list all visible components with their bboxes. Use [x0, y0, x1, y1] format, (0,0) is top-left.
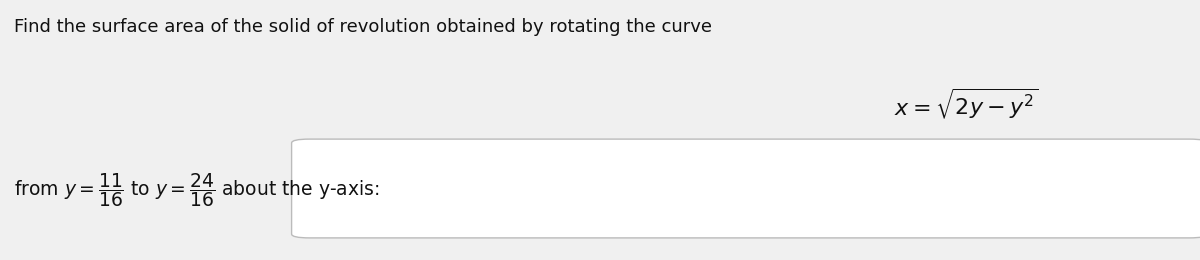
FancyBboxPatch shape	[292, 139, 1200, 238]
Text: Find the surface area of the solid of revolution obtained by rotating the curve: Find the surface area of the solid of re…	[14, 18, 713, 36]
Text: $x = \sqrt{2y - y^2}$: $x = \sqrt{2y - y^2}$	[894, 87, 1039, 121]
Text: from $y = \dfrac{11}{16}$ to $y = \dfrac{24}{16}$ about the y-axis:: from $y = \dfrac{11}{16}$ to $y = \dfrac…	[14, 171, 380, 209]
